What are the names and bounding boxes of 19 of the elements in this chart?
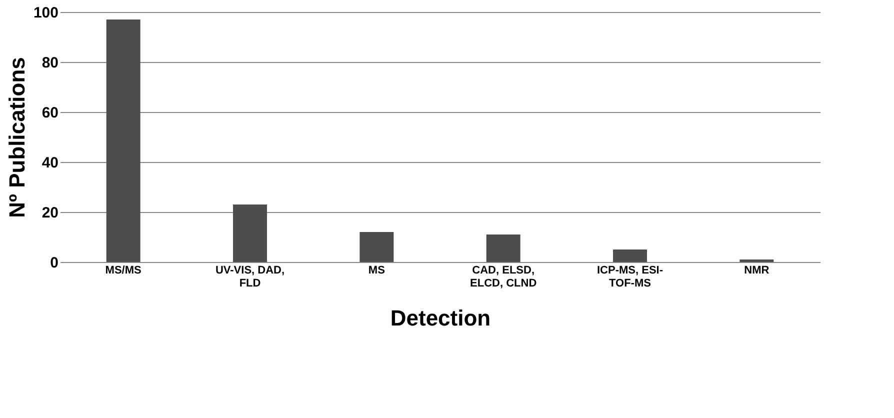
x-tick-label: UV-VIS, DAD, FLD xyxy=(215,264,285,290)
x-tick-label: MS/MS xyxy=(105,264,142,276)
x-axis-title: Detection xyxy=(390,306,491,330)
y-tick-label: 0 xyxy=(50,254,58,272)
y-tick-label: 100 xyxy=(33,4,58,22)
x-tick-label: ICP-MS, ESI-TOF-MS xyxy=(596,264,664,290)
y-tick-label: 40 xyxy=(42,154,58,172)
bar xyxy=(233,204,267,262)
bar xyxy=(613,250,647,262)
x-tick-label: MS xyxy=(368,264,385,276)
y-axis-title: Nº Publications xyxy=(4,57,30,218)
x-tick-label: CAD, ELSD, ELCD, CLND xyxy=(470,264,537,290)
bar xyxy=(106,20,140,262)
bar xyxy=(486,234,520,262)
bar xyxy=(360,232,394,262)
y-tick-label: 20 xyxy=(42,204,58,222)
y-tick-label: 60 xyxy=(42,104,58,122)
y-tick-label: 80 xyxy=(42,54,58,72)
x-tick-label: NMR xyxy=(744,264,770,276)
